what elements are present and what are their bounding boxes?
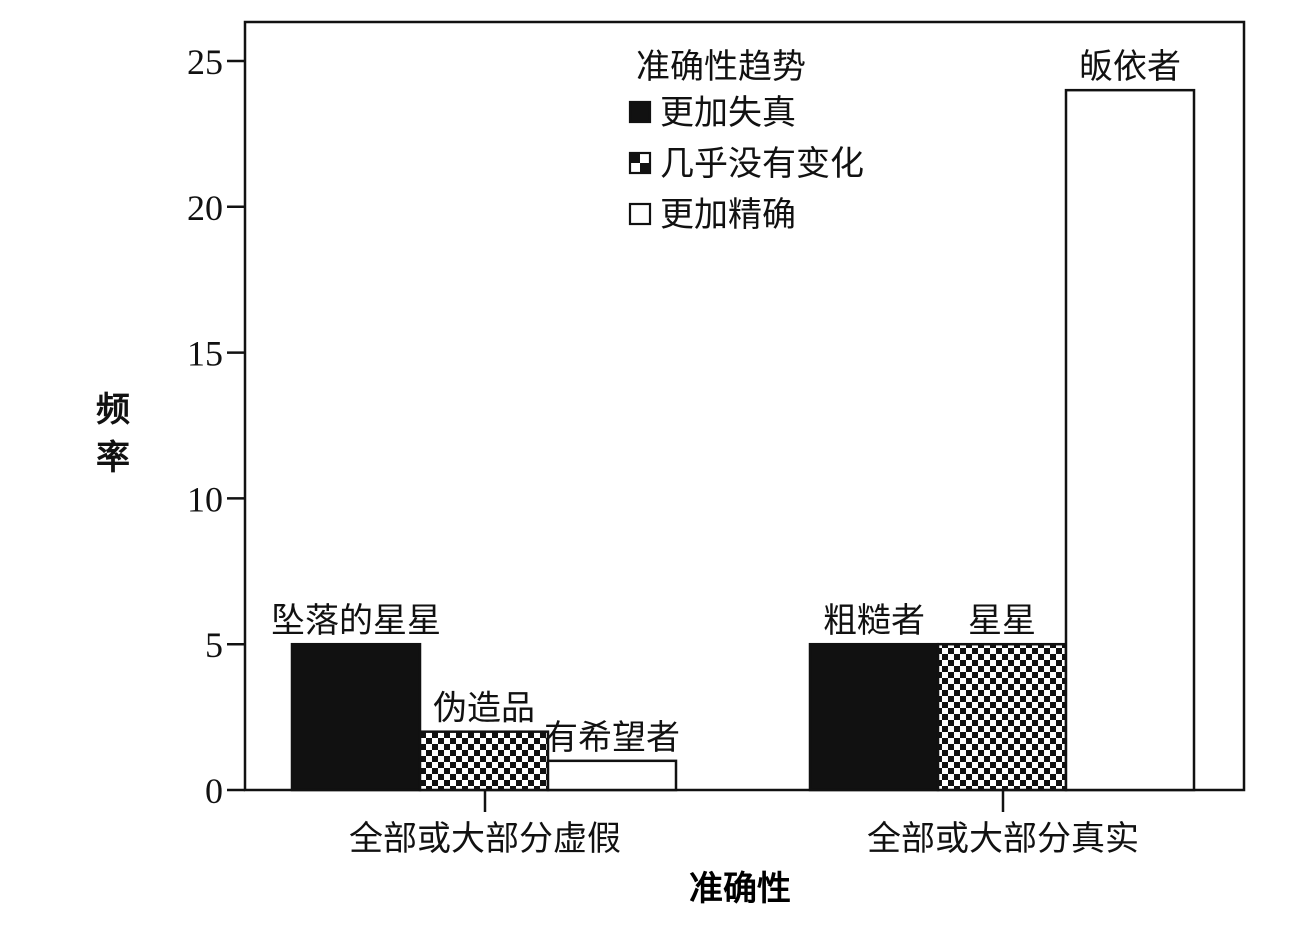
x-tick-label: 全部或大部分真实 xyxy=(867,819,1139,859)
legend-swatch xyxy=(628,202,652,226)
x-tick-label: 全部或大部分虚假 xyxy=(349,819,621,859)
bar xyxy=(290,642,422,792)
x-axis-label: 准确性 xyxy=(689,869,791,909)
legend-entry-label: 更加精确 xyxy=(660,195,796,235)
y-axis: 0 5 10 15 20 25 xyxy=(187,42,245,811)
bar-label: 有希望者 xyxy=(544,718,680,758)
y-axis-label-char-1: 频 xyxy=(96,390,130,430)
bar xyxy=(418,730,550,792)
bar-label: 坠落的星星 xyxy=(271,601,441,641)
bar xyxy=(1064,88,1196,792)
x-axis: 全部或大部分虚假 全部或大部分真实 xyxy=(349,790,1139,859)
bar xyxy=(546,759,678,792)
plot-frame xyxy=(243,20,1246,792)
legend-swatch xyxy=(628,100,652,124)
bar-label: 粗糙者 xyxy=(823,601,925,641)
y-tick-label: 0 xyxy=(205,771,223,811)
bar-label: 皈依者 xyxy=(1079,47,1181,87)
legend-entry-label: 几乎没有变化 xyxy=(660,144,864,184)
legend-title: 准确性趋势 xyxy=(636,47,806,87)
y-tick-label: 15 xyxy=(187,334,223,374)
bar xyxy=(808,642,940,792)
y-tick-label: 10 xyxy=(187,479,223,519)
bar xyxy=(936,642,1068,792)
legend-swatch-check xyxy=(630,153,640,163)
legend-swatch-check xyxy=(640,163,650,173)
bar-label: 伪造品 xyxy=(433,689,535,729)
y-axis-label-char-2: 率 xyxy=(96,438,130,478)
y-tick-label: 20 xyxy=(187,188,223,228)
legend-entry-label: 更加失真 xyxy=(660,93,796,133)
bar-label: 星星 xyxy=(968,601,1036,641)
y-tick-label: 5 xyxy=(205,625,223,665)
y-tick-label: 25 xyxy=(187,42,223,82)
